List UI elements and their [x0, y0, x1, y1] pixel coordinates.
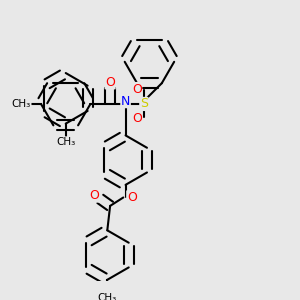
- Text: O: O: [105, 76, 115, 89]
- Text: O: O: [132, 82, 142, 95]
- Text: S: S: [140, 98, 148, 110]
- Text: O: O: [127, 191, 137, 204]
- Text: CH₃: CH₃: [98, 293, 117, 300]
- Text: N: N: [121, 94, 130, 108]
- Text: O: O: [132, 112, 142, 125]
- Text: CH₃: CH₃: [56, 137, 75, 147]
- Text: CH₃: CH₃: [12, 99, 31, 109]
- Text: O: O: [89, 189, 99, 202]
